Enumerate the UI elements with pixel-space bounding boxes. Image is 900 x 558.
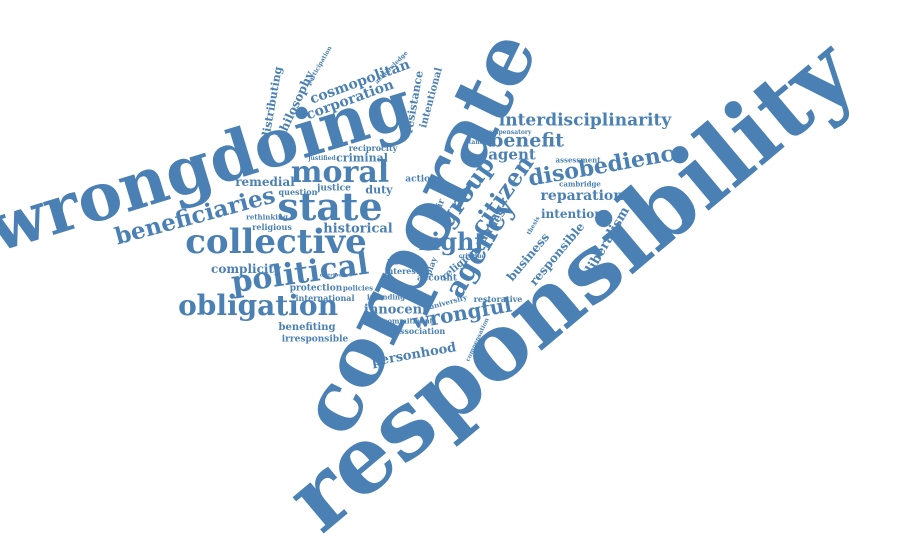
word-rethinking: rethinking: [246, 212, 288, 222]
word-action: action: [405, 174, 437, 185]
word-intending: intending: [366, 292, 406, 302]
word-participation: participation: [305, 45, 334, 87]
word-agent: agent: [488, 145, 536, 164]
word-complicity: complicity: [211, 262, 281, 276]
word-restorative: restorative: [473, 294, 523, 304]
word-benefiting: benefiting: [278, 322, 336, 333]
word-interest: interest: [384, 266, 420, 276]
word-justified: justified: [308, 155, 336, 162]
word-reparation: reparation: [540, 188, 624, 204]
word-obligation: obligation: [178, 289, 338, 322]
word-criminal: criminal: [336, 151, 388, 165]
word-assessment: assessment: [555, 155, 601, 165]
word-reciprocity: reciprocity: [348, 143, 398, 153]
word-collective: collective: [185, 222, 367, 262]
word-commitment: commitment: [383, 316, 433, 326]
word-benefit: benefit: [490, 129, 564, 152]
word-standing: standing: [465, 139, 495, 146]
word-innocent: innocent: [363, 302, 429, 318]
word-international: international: [295, 293, 355, 303]
word-remedial: remedial: [235, 175, 295, 189]
word-justice: justice: [317, 183, 351, 194]
word-state: state: [277, 184, 383, 229]
word-irresponsible: irresponsible: [281, 334, 349, 345]
word-religious: religious: [252, 222, 292, 232]
word-cambridge: cambridge: [559, 179, 601, 189]
word-policies: policies: [342, 283, 374, 293]
word-association: association: [394, 326, 446, 336]
word-moral: moral: [290, 155, 390, 190]
word-interdisciplinarity: interdisciplinarity: [498, 110, 672, 131]
word-question: question: [278, 187, 318, 197]
word-account: account: [416, 273, 458, 284]
word-protection: protection: [289, 283, 343, 294]
word-right: right: [418, 227, 486, 256]
word-critique: critique: [458, 253, 486, 260]
word-historical: historical: [323, 221, 393, 237]
word-distributive: distributive: [319, 272, 353, 279]
word-intention: intention: [540, 207, 604, 221]
word-compensatory: compensatory: [484, 129, 532, 136]
word-laborde: laborde: [387, 257, 417, 267]
word-duty: duty: [365, 183, 393, 197]
